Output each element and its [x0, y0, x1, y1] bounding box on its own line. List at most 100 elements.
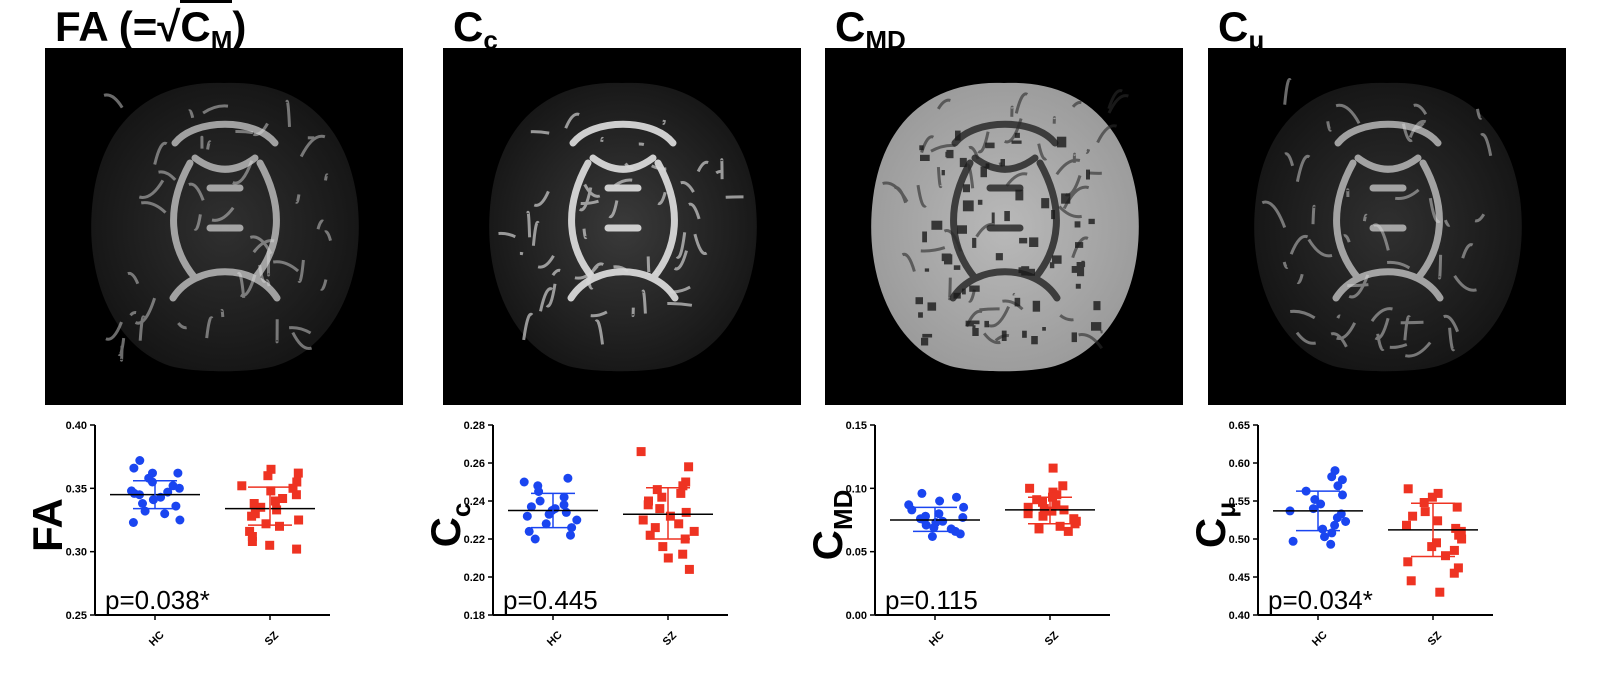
data-point	[657, 492, 667, 502]
data-point	[1039, 504, 1049, 514]
panel-cc: Cc Cc 0.18 0.20 0.22 0.24 0.26 0.28 HC SZ p=0.445	[422, 0, 843, 687]
data-point	[1038, 511, 1048, 521]
brain-image	[45, 48, 403, 405]
data-point	[563, 473, 573, 483]
y-tick-label: 0.15	[846, 420, 867, 432]
data-point	[522, 511, 532, 521]
data-point	[247, 537, 257, 546]
data-point	[292, 544, 302, 554]
panel-cmd: CMD CMD 0.00 0.05 0.10 0.15 HC SZ p=0.115	[804, 0, 1225, 687]
data-point	[665, 511, 675, 521]
data-point	[1451, 523, 1461, 533]
data-point	[266, 464, 276, 474]
white-matter-tracts	[1332, 120, 1444, 302]
data-point	[294, 515, 304, 525]
data-point	[148, 495, 158, 505]
data-point	[1403, 557, 1413, 567]
scatter-plot: FA 0.25 0.30 0.35 0.40 HC SZ p=0.038*	[24, 420, 330, 649]
data-point	[266, 486, 276, 496]
data-point	[1452, 502, 1462, 512]
fiber-texture	[103, 93, 332, 362]
series-hc	[519, 473, 582, 544]
panel-fa: FA (=√CM) FA 0.25 0.30 0.35 0.40 HC SZ p=0.038*	[24, 0, 445, 687]
data-point	[275, 521, 284, 531]
data-point	[1055, 521, 1065, 531]
data-point	[645, 530, 655, 540]
data-point	[959, 502, 969, 512]
x-tick-label-sz: SZ	[263, 629, 282, 648]
data-point	[135, 456, 145, 465]
md-speckle	[915, 130, 1102, 346]
data-point	[247, 532, 257, 541]
panel-title-main: FA (=√	[55, 3, 181, 50]
data-point	[261, 519, 271, 529]
panel-title-main: C	[835, 3, 866, 50]
data-point	[1427, 542, 1437, 552]
y-tick-label: 0.28	[464, 420, 485, 432]
p-value-annotation: p=0.115	[885, 585, 978, 615]
data-point	[544, 509, 554, 519]
y-tick-label: 0.05	[846, 547, 867, 559]
data-point	[935, 496, 945, 506]
data-point	[291, 490, 301, 500]
data-point	[952, 492, 961, 502]
data-point	[1038, 497, 1047, 507]
data-point	[292, 477, 302, 487]
data-point	[938, 516, 948, 526]
data-point	[1023, 509, 1033, 519]
y-tick-label: 0.40	[1229, 610, 1250, 622]
white-matter-tracts	[949, 120, 1061, 302]
panel-title-main: C	[453, 3, 484, 50]
y-tick-label: 0.60	[1229, 458, 1250, 470]
data-point	[684, 462, 694, 472]
data-point	[1047, 506, 1057, 516]
y-tick-label: 0.24	[464, 496, 486, 508]
brain-image	[443, 48, 801, 405]
y-tick-label: 0.45	[1229, 572, 1250, 584]
y-tick-label: 0.18	[464, 610, 485, 622]
panel-title-sub: M	[210, 25, 233, 55]
data-point	[1420, 507, 1430, 517]
data-point	[541, 519, 551, 529]
data-point	[636, 447, 646, 457]
data-point	[658, 542, 668, 552]
p-value-annotation: p=0.038*	[105, 585, 210, 615]
data-point	[1308, 504, 1318, 514]
p-value-annotation: p=0.034*	[1268, 585, 1373, 615]
y-tick-label: 0.00	[846, 610, 867, 622]
data-point	[1402, 520, 1411, 530]
data-point	[129, 463, 139, 473]
data-point	[566, 530, 575, 540]
x-tick-label-sz: SZ	[1426, 629, 1445, 648]
data-point	[917, 488, 927, 498]
data-point	[270, 496, 280, 506]
x-tick-label-hc: HC	[147, 629, 167, 649]
data-point	[1326, 539, 1336, 549]
data-point	[652, 485, 662, 495]
panel-title-sub: c	[483, 25, 498, 55]
data-point	[1435, 587, 1445, 597]
y-tick-label: 0.35	[66, 483, 87, 495]
data-point	[1427, 492, 1437, 502]
data-point	[572, 515, 582, 525]
data-point	[1453, 563, 1463, 573]
data-point	[1403, 484, 1413, 494]
fiber-texture	[1261, 78, 1493, 358]
series-sz	[237, 464, 304, 554]
data-point	[160, 509, 170, 519]
data-point	[561, 507, 571, 517]
panel-title: FA (=√CM)	[55, 0, 246, 65]
data-point	[1433, 488, 1443, 498]
data-point	[1457, 534, 1467, 544]
data-point	[1058, 481, 1068, 491]
scatter-plot: CMD 0.00 0.05 0.10 0.15 HC SZ p=0.115	[804, 420, 1110, 649]
data-point	[128, 518, 138, 527]
x-tick-label-hc: HC	[545, 629, 565, 649]
data-point	[1433, 516, 1443, 526]
data-point	[921, 520, 931, 530]
data-point	[288, 483, 298, 493]
data-point	[1318, 524, 1328, 534]
data-point	[1032, 495, 1042, 505]
data-point	[638, 515, 648, 525]
y-tick-label: 0.65	[1229, 420, 1250, 432]
